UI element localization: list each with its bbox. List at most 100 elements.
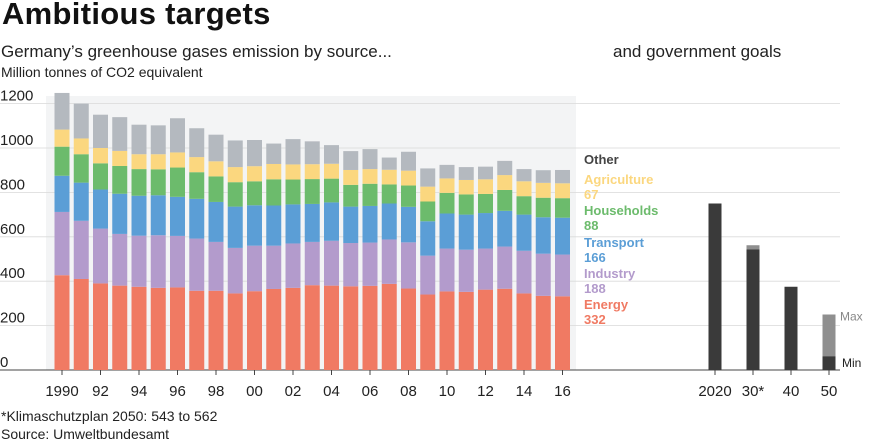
- legend-agriculture-value: 67: [584, 187, 598, 202]
- goal-range-30: [746, 245, 760, 250]
- bar-transport-1998: [208, 201, 224, 242]
- bar-households-1997: [189, 172, 205, 199]
- headline: Ambitious targets: [2, 0, 271, 31]
- legend-industry-name: Industry: [584, 266, 636, 281]
- bar-agriculture-1990: [54, 129, 70, 147]
- bar-households-2015: [535, 197, 551, 218]
- y-tick-label: 1200: [0, 88, 33, 105]
- bar-transport-1994: [131, 195, 147, 236]
- bar-agriculture-1997: [189, 157, 205, 173]
- bar-industry-2005: [343, 243, 359, 287]
- goal-x-tick-label: 30*: [742, 383, 765, 400]
- bar-other-1996: [170, 118, 185, 153]
- bar-agriculture-1999: [227, 167, 243, 183]
- bar-households-2013: [497, 189, 513, 211]
- bar-transport-2010: [439, 213, 455, 249]
- goal-bar-40: [784, 286, 798, 370]
- bar-energy-2016: [555, 296, 570, 370]
- bar-other-2011: [458, 167, 474, 180]
- bar-industry-1992: [93, 228, 108, 284]
- bar-industry-1990: [54, 211, 70, 276]
- bar-households-1994: [131, 169, 147, 196]
- x-tick-label: 94: [131, 383, 148, 400]
- bar-energy-1996: [170, 287, 185, 370]
- bar-agriculture-1991: [73, 138, 89, 155]
- bar-other-1990: [54, 92, 70, 130]
- bar-households-2001: [266, 179, 282, 206]
- bar-households-1995: [150, 169, 166, 196]
- x-tick-label: 96: [169, 383, 186, 400]
- bar-agriculture-1994: [131, 154, 147, 170]
- bar-other-1993: [112, 117, 128, 151]
- bar-households-1993: [112, 165, 128, 194]
- goal-bar-30: [746, 249, 760, 370]
- units-label: Million tonnes of CO2 equivalent: [1, 64, 203, 80]
- bar-other-2015: [535, 170, 551, 183]
- bar-industry-1995: [150, 235, 166, 288]
- chart-subtitle-history: Germany’s greenhouse gases emission by s…: [1, 42, 392, 61]
- bar-households-2007: [381, 184, 397, 204]
- bar-other-2010: [439, 164, 455, 179]
- bar-energy-1994: [131, 286, 147, 370]
- bar-industry-1993: [112, 233, 128, 286]
- legend-industry-value: 188: [584, 281, 606, 296]
- bar-energy-2013: [497, 288, 513, 370]
- bar-transport-2013: [497, 210, 513, 247]
- bar-households-2008: [401, 185, 416, 207]
- bar-other-2002: [285, 139, 301, 165]
- bar-transport-2009: [420, 221, 436, 256]
- bar-industry-1998: [208, 241, 224, 291]
- legend-transport-value: 166: [584, 250, 606, 265]
- bar-transport-2003: [304, 203, 320, 242]
- bar-energy-2010: [439, 291, 455, 370]
- bar-other-2000: [247, 140, 262, 167]
- bar-energy-1991: [73, 278, 89, 370]
- bar-energy-2003: [304, 285, 320, 370]
- bar-energy-1995: [150, 287, 166, 370]
- bar-other-2007: [381, 157, 397, 170]
- bar-agriculture-1998: [208, 161, 224, 177]
- bar-other-1992: [93, 114, 108, 148]
- goal-x-tick-label: 40: [783, 383, 800, 400]
- bar-transport-2007: [381, 203, 397, 240]
- axis-labels: 0 200 400 600 800 1000 1200 1990 92 94 96 98 00 02 04 0…: [0, 88, 837, 400]
- bar-agriculture-2015: [535, 182, 551, 198]
- bar-agriculture-2010: [439, 178, 455, 193]
- bar-other-1999: [227, 140, 243, 168]
- goal-x-tick-label: 2020: [698, 383, 731, 400]
- bar-agriculture-1995: [150, 154, 166, 170]
- bar-industry-2012: [478, 248, 493, 290]
- bar-energy-1999: [227, 293, 243, 370]
- bar-households-2011: [458, 194, 474, 215]
- bar-industry-2000: [247, 245, 262, 292]
- bar-other-2016: [555, 169, 570, 184]
- bar-industry-1999: [227, 247, 243, 294]
- bar-industry-2001: [266, 245, 282, 289]
- bar-other-1995: [150, 125, 166, 155]
- x-tick-label: 92: [92, 383, 109, 400]
- bar-transport-1993: [112, 193, 128, 234]
- legend-agriculture-name: Agriculture: [584, 172, 653, 187]
- bar-agriculture-2011: [458, 179, 474, 195]
- bar-transport-1997: [189, 198, 205, 239]
- x-tick-label: 04: [323, 383, 340, 400]
- bar-households-2014: [516, 196, 532, 215]
- chart-subtitle-goals: and government goals: [613, 42, 782, 61]
- bar-agriculture-1993: [112, 150, 128, 166]
- bar-agriculture-2008: [401, 170, 416, 186]
- bar-industry-2011: [458, 249, 474, 292]
- bar-industry-1994: [131, 235, 147, 287]
- bar-agriculture-2003: [304, 164, 320, 180]
- bar-other-2005: [343, 151, 359, 170]
- x-tick-label: 14: [516, 383, 533, 400]
- goal-bar-50: [822, 356, 836, 370]
- bar-industry-2004: [324, 240, 339, 286]
- bar-households-1992: [93, 163, 108, 190]
- bar-transport-2000: [247, 205, 262, 246]
- bar-industry-2009: [420, 255, 436, 295]
- bar-households-2006: [362, 183, 378, 206]
- y-tick-label: 200: [0, 310, 25, 327]
- bar-agriculture-2006: [362, 169, 378, 184]
- bar-agriculture-2007: [381, 169, 397, 185]
